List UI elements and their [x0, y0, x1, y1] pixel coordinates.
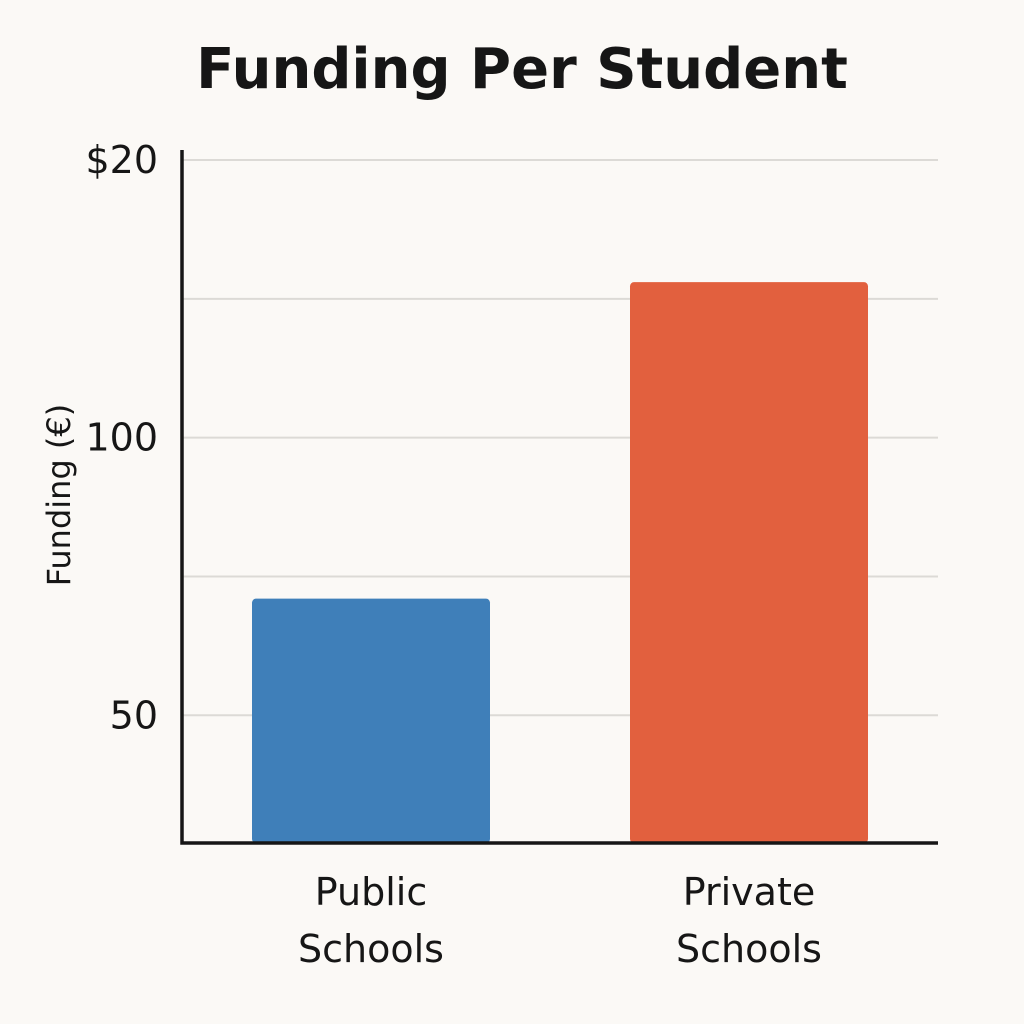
bar-public-schools	[252, 598, 490, 843]
y-tick-label: 50	[110, 693, 158, 737]
category-labels: Public Schools Private Schools	[298, 870, 822, 971]
bar-private-schools	[630, 282, 868, 843]
chart-title: Funding Per Student	[196, 37, 848, 102]
y-tick-labels: 50 100 $20	[85, 138, 158, 737]
x-tick-label: Private Schools	[676, 870, 822, 971]
x-tick-label: Public Schools	[298, 870, 444, 971]
bars	[252, 282, 868, 843]
y-tick-label: 100	[85, 416, 158, 460]
chart-axes	[180, 150, 938, 845]
y-axis-label: Funding (€)	[40, 404, 78, 587]
y-tick-label: $20	[85, 138, 158, 182]
